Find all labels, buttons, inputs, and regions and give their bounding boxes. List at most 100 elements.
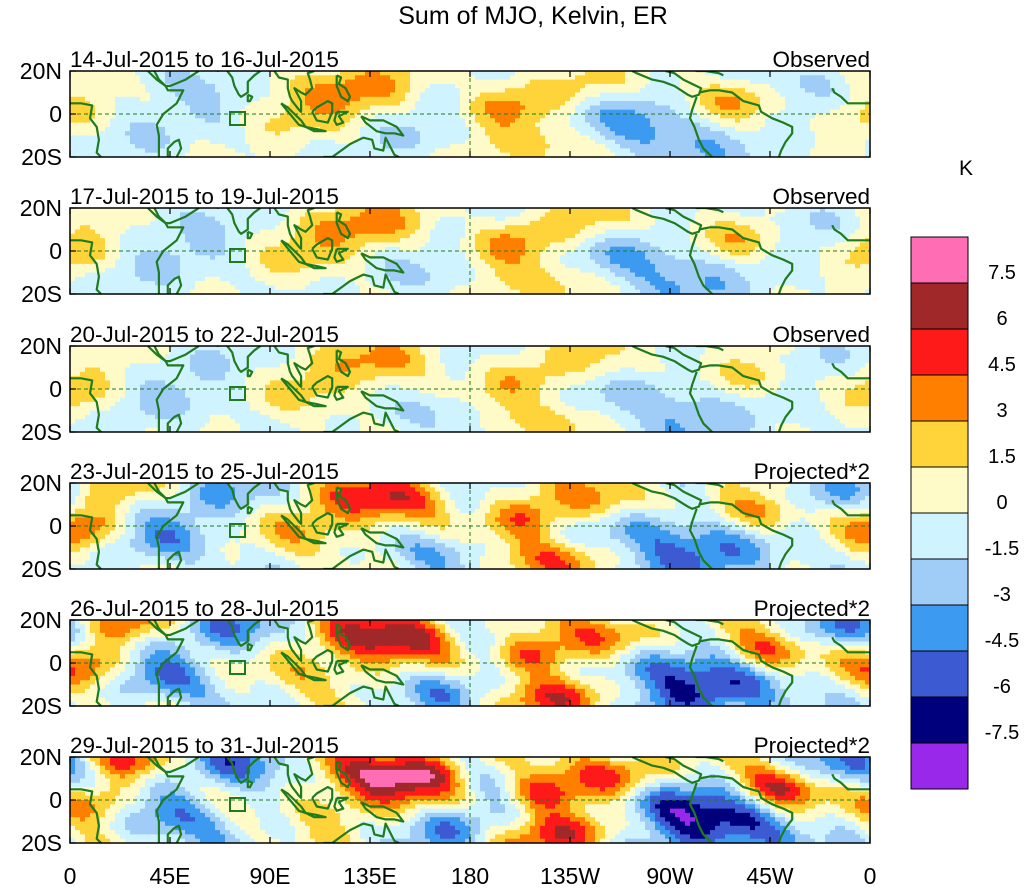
- field-cell: [670, 109, 676, 115]
- field-cell: [835, 225, 841, 231]
- field-cell: [205, 118, 211, 124]
- field-cell: [390, 75, 396, 81]
- field-cell: [320, 229, 326, 235]
- field-cell: [545, 212, 551, 218]
- field-cell: [850, 92, 856, 98]
- field-cell: [490, 131, 496, 137]
- field-cell: [105, 109, 111, 115]
- field-cell: [230, 242, 236, 248]
- field-cell: [165, 114, 171, 119]
- field-cell: [610, 208, 616, 213]
- field-cell: [860, 88, 866, 94]
- field-cell: [110, 126, 116, 132]
- field-cell: [210, 208, 216, 213]
- field-cell: [550, 88, 556, 94]
- field-cell: [530, 126, 536, 132]
- field-cell: [325, 101, 331, 106]
- field-cell: [615, 225, 621, 231]
- field-cell: [415, 126, 421, 132]
- field-cell: [660, 233, 666, 239]
- field-cell: [580, 131, 586, 137]
- field-cell: [425, 212, 431, 218]
- field-cell: [590, 139, 596, 145]
- field-cell: [440, 75, 446, 81]
- field-cell: [385, 208, 391, 213]
- field-cell: [605, 75, 611, 81]
- field-cell: [735, 118, 741, 124]
- field-cell: [130, 88, 136, 94]
- field-cell: [495, 126, 501, 132]
- field-cell: [160, 152, 166, 157]
- field-cell: [430, 135, 436, 141]
- field-cell: [645, 114, 651, 119]
- field-cell: [800, 105, 806, 111]
- field-cell: [560, 225, 566, 231]
- field-cell: [615, 220, 621, 226]
- field-cell: [540, 131, 546, 137]
- field-cell: [130, 152, 136, 157]
- field-cell: [655, 114, 661, 119]
- field-cell: [755, 92, 761, 98]
- field-cell: [605, 83, 611, 89]
- field-cell: [290, 105, 296, 111]
- field-cell: [260, 122, 266, 128]
- field-cell: [450, 229, 456, 235]
- field-cell: [740, 152, 746, 157]
- field-cell: [100, 220, 106, 226]
- field-cell: [560, 118, 566, 124]
- field-cell: [105, 135, 111, 141]
- field-cell: [460, 79, 466, 85]
- field-cell: [295, 126, 301, 132]
- field-cell: [340, 242, 346, 248]
- field-cell: [550, 118, 556, 124]
- field-cell: [330, 79, 336, 85]
- field-cell: [740, 79, 746, 85]
- field-cell: [525, 212, 531, 218]
- field-cell: [365, 216, 371, 222]
- field-cell: [565, 216, 571, 222]
- field-cell: [355, 242, 361, 248]
- field-cell: [240, 152, 246, 157]
- field-cell: [745, 216, 751, 222]
- field-cell: [215, 114, 221, 119]
- field-cell: [85, 75, 91, 81]
- field-cell: [735, 246, 741, 252]
- field-cell: [660, 105, 666, 111]
- field-cell: [95, 71, 101, 76]
- field-cell: [390, 229, 396, 235]
- field-cell: [200, 75, 206, 81]
- field-cell: [740, 246, 746, 252]
- field-cell: [810, 229, 816, 235]
- field-cell: [370, 229, 376, 235]
- field-cell: [110, 229, 116, 235]
- field-cell: [195, 71, 201, 76]
- field-cell: [210, 101, 216, 106]
- field-cell: [865, 246, 870, 252]
- field-cell: [800, 144, 806, 149]
- field-cell: [770, 139, 776, 145]
- field-cell: [580, 148, 586, 154]
- field-cell: [175, 118, 181, 124]
- field-cell: [590, 242, 596, 248]
- field-cell: [595, 92, 601, 98]
- field-cell: [275, 139, 281, 145]
- field-cell: [680, 144, 686, 149]
- field-cell: [485, 152, 491, 157]
- field-cell: [420, 246, 426, 252]
- field-cell: [605, 233, 611, 239]
- field-cell: [610, 233, 616, 239]
- field-cell: [210, 242, 216, 248]
- field-cell: [735, 152, 741, 157]
- field-cell: [305, 152, 311, 157]
- field-cell: [250, 233, 256, 239]
- field-cell: [330, 92, 336, 98]
- field-cell: [685, 148, 691, 154]
- field-cell: [725, 144, 731, 149]
- field-cell: [85, 92, 91, 98]
- field-cell: [215, 105, 221, 111]
- field-cell: [855, 212, 861, 218]
- field-cell: [345, 238, 351, 243]
- field-cell: [490, 96, 496, 102]
- field-cell: [570, 139, 576, 145]
- field-cell: [580, 144, 586, 149]
